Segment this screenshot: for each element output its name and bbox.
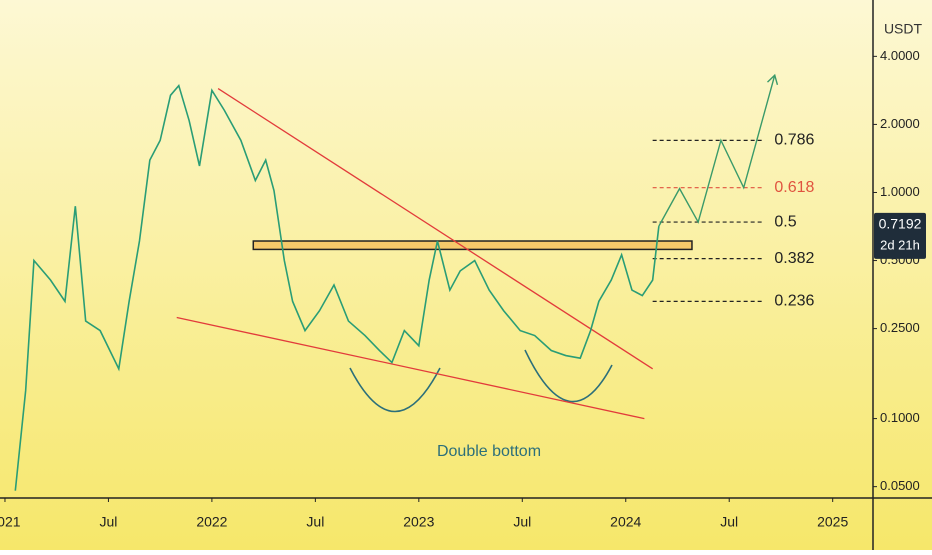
x-tick-label: Jul [513,514,531,530]
x-tick-label: 2025 [817,514,848,530]
plot: 0.236 0.382 0.5 0.618 0.786 [14,73,815,491]
x-tick-label: Jul [99,514,117,530]
y-tick-label: 0.2500 [880,320,920,335]
fib-level-label: 0.5 [774,213,796,230]
last-price-label: 0.7192 [879,216,922,232]
x-tick-label: 2022 [196,514,227,530]
fib-level-label: 0.618 [774,179,814,196]
x-tick-label: 2023 [403,514,434,530]
x-tick-label: 2021 [0,514,21,530]
x-tick-label: Jul [720,514,738,530]
bottom-arc [524,349,613,403]
pattern-annotation: Double bottom [437,443,541,460]
currency-label: USDT [884,21,923,37]
projection-arrowhead [767,73,779,86]
fib-level-label: 0.786 [774,132,814,149]
x-tick-label: 2024 [610,514,641,530]
y-tick-label: 4.0000 [880,48,920,63]
price-badge [874,212,926,259]
price-line [14,83,660,491]
y-tick-label: 0.1000 [880,410,920,425]
y-tick-label: 0.0500 [880,478,920,493]
countdown-label: 2d 21h [880,237,920,252]
projection-path [658,75,776,227]
bottom-arc [349,367,441,413]
y-tick-label: 2.0000 [880,116,920,131]
y-tick-label: 1.0000 [880,184,920,199]
fib-level-label: 0.382 [774,250,814,267]
x-tick-label: Jul [306,514,324,530]
resistance-zone [252,240,693,251]
fib-level-label: 0.236 [774,293,814,310]
trendline [217,88,654,370]
trendline [176,316,645,420]
